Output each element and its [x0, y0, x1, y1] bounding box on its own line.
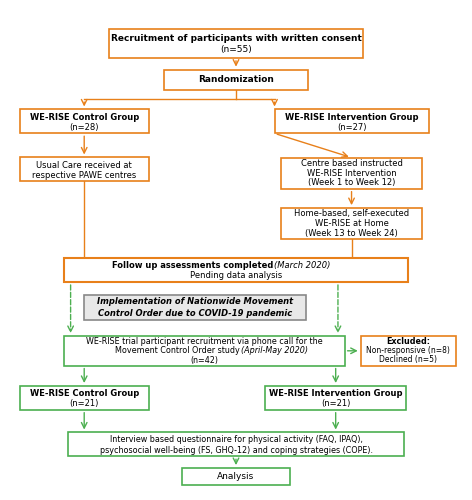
Text: Movement Control Order study: Movement Control Order study	[115, 346, 239, 356]
Text: Usual Care received at: Usual Care received at	[36, 161, 132, 170]
Text: (n=21): (n=21)	[321, 399, 350, 408]
Text: Home-based, self-executed: Home-based, self-executed	[294, 210, 409, 218]
Bar	[361, 336, 456, 366]
Bar	[68, 432, 404, 456]
Text: (Week 1 to Week 12): (Week 1 to Week 12)	[308, 178, 395, 188]
Text: Control Order due to COVID-19 pandemic: Control Order due to COVID-19 pandemic	[98, 309, 292, 318]
Text: (n=28): (n=28)	[69, 122, 99, 132]
Text: WE-RISE Control Group: WE-RISE Control Group	[30, 113, 139, 122]
Text: Recruitment of participants with written consent: Recruitment of participants with written…	[110, 34, 362, 43]
Text: Centre based instructed: Centre based instructed	[301, 159, 403, 168]
Bar	[182, 468, 290, 485]
Text: Interview based questionnaire for physical activity (FAQ, IPAQ),: Interview based questionnaire for physic…	[110, 435, 362, 444]
Text: Pending data analysis: Pending data analysis	[190, 272, 282, 280]
Bar	[281, 208, 422, 239]
Text: respective PAWE centres: respective PAWE centres	[32, 170, 136, 179]
Text: WE-RISE Intervention Group: WE-RISE Intervention Group	[285, 113, 418, 122]
Bar	[275, 110, 429, 134]
Text: WE-RISE trial participant recruitment via phone call for the: WE-RISE trial participant recruitment vi…	[86, 336, 322, 345]
Text: Declined (n=5): Declined (n=5)	[379, 355, 437, 364]
Bar	[281, 158, 422, 189]
Text: (Week 13 to Week 24): (Week 13 to Week 24)	[305, 228, 398, 237]
Text: Non-responsive (n=8): Non-responsive (n=8)	[366, 346, 450, 356]
Text: (n=27): (n=27)	[337, 122, 366, 132]
Text: Implementation of Nationwide Movement: Implementation of Nationwide Movement	[97, 298, 293, 306]
Bar	[20, 158, 149, 182]
Text: psychosocial well-being (FS, GHQ-12) and coping strategies (COPE).: psychosocial well-being (FS, GHQ-12) and…	[100, 446, 372, 454]
Bar	[64, 336, 345, 366]
Bar	[84, 295, 306, 320]
Text: (n=55): (n=55)	[220, 46, 252, 54]
Text: WE-RISE Control Group: WE-RISE Control Group	[30, 390, 139, 398]
Text: Analysis: Analysis	[218, 472, 254, 481]
Bar	[163, 70, 309, 89]
Text: WE-RISE Intervention: WE-RISE Intervention	[307, 168, 396, 177]
Bar	[265, 386, 406, 410]
Text: Excluded:: Excluded:	[386, 336, 430, 345]
Text: (n=21): (n=21)	[69, 399, 99, 408]
Bar	[20, 110, 149, 134]
Text: (April-May 2020): (April-May 2020)	[241, 346, 308, 356]
Text: Follow up assessments completed: Follow up assessments completed	[112, 261, 274, 270]
Text: (n=42): (n=42)	[190, 356, 218, 365]
Text: Randomization: Randomization	[198, 75, 274, 84]
Text: (March 2020): (March 2020)	[273, 261, 330, 270]
Text: WE-RISE at Home: WE-RISE at Home	[315, 219, 388, 228]
Text: WE-RISE Intervention Group: WE-RISE Intervention Group	[269, 390, 403, 398]
Bar	[64, 258, 408, 282]
Bar	[109, 29, 363, 58]
Bar	[20, 386, 149, 410]
